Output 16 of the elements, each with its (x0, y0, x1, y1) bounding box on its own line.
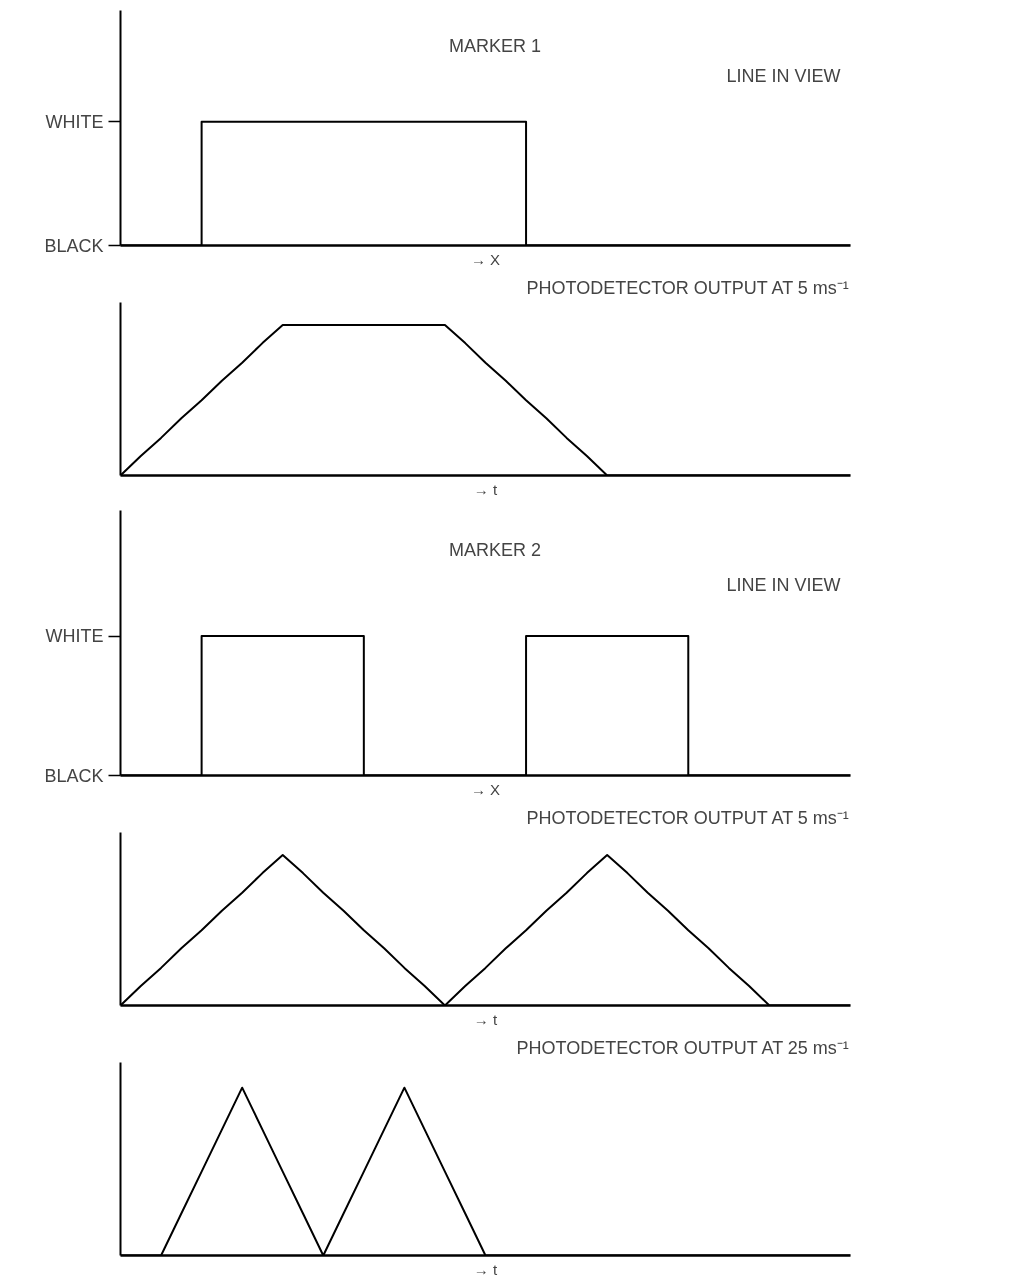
x-axis-title: → t (473, 1010, 498, 1028)
text: BLACK (44, 235, 104, 256)
x-axis-title: → t (473, 1260, 498, 1278)
text: LINE IN VIEW (726, 66, 841, 87)
x-axis-title: → t (473, 480, 498, 498)
text: BLACK (44, 765, 104, 786)
chart-title: PHOTODETECTOR OUTPUT AT 25 ms⁻¹ (516, 1037, 849, 1058)
text: WHITE (45, 626, 104, 647)
chart-title: PHOTODETECTOR OUTPUT AT 5 ms⁻¹ (526, 807, 849, 828)
text: MARKER 1 (449, 35, 542, 56)
text: MARKER 2 (449, 540, 542, 561)
chart-title: PHOTODETECTOR OUTPUT AT 5 ms⁻¹ (526, 277, 849, 298)
text: WHITE (45, 111, 104, 132)
x-axis-title: → X (470, 250, 501, 268)
text: LINE IN VIEW (726, 574, 841, 595)
x-axis-title: → X (470, 780, 501, 798)
